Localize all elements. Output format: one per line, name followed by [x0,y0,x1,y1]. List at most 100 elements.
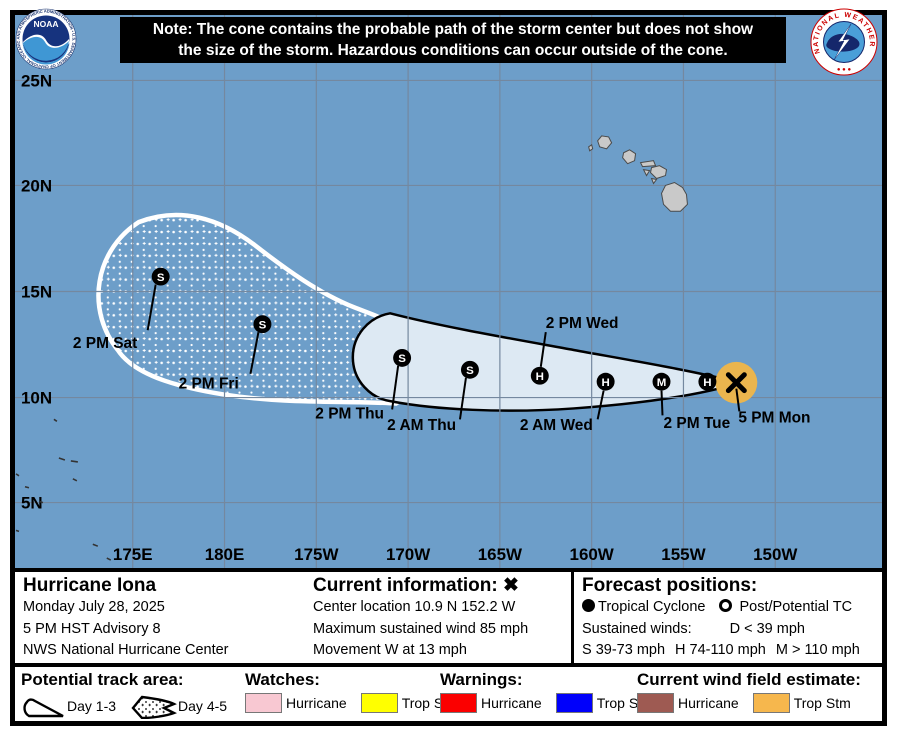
wind-range-d: D < 39 mph [729,620,805,637]
current-info-panel: Current information: ✖ Center location 1… [305,572,571,663]
day45-label: Day 4-5 [178,698,228,714]
lat-label-5N: 5N [21,494,43,513]
forecast-positions-panel: Forecast positions: Tropical Cyclone Pos… [571,572,882,663]
post-potential-label: Post/Potential TC [739,599,853,615]
storm-title: Hurricane Iona [23,575,157,596]
watches-title: Watches: [245,670,320,689]
svg-text:S: S [157,272,165,284]
wind-ranges-line: S 39-73 mph H 74-110 mph M > 110 mph [582,640,876,662]
current-time-label: 5 PM Mon [738,409,810,426]
svg-text:M: M [657,377,667,389]
storm-agency: NWS National Hurricane Center [23,642,229,658]
track-point-S [151,267,170,286]
storm-info-panel: Hurricane Iona Monday July 28, 2025 5 PM… [15,572,305,663]
hurricane-windfield-swatch [637,693,674,713]
time-label: 2 AM Thu [387,417,456,434]
warnings-title: Warnings: [440,670,523,689]
potential-track-legend: Potential track area: Day 1-3 [21,670,241,719]
track-point-M [652,372,671,391]
hurricane-watch-swatch [245,693,282,713]
lon-label-155W: 155W [661,545,705,564]
current-wind: Maximum sustained wind 85 mph [313,620,529,637]
track-point-S [253,315,272,334]
tropstm-windfield-label: Trop Stm [793,695,851,711]
nws-logo-stars: ● ● ● [837,67,852,73]
lon-label-160W: 160W [570,545,614,564]
svg-text:H: H [703,377,711,389]
svg-text:H: H [601,377,609,389]
lat-label-20N: 20N [21,176,52,195]
hurricane-windfield-label: Hurricane [678,695,739,711]
lat-label-10N: 10N [21,389,52,408]
lon-label-170W: 170W [386,545,430,564]
forecast-symbols-line: Tropical Cyclone Post/Potential TC [582,597,876,619]
current-position-x-icon [725,372,747,394]
lat-label-15N: 15N [21,282,52,301]
sustained-winds-label: Sustained winds: [582,620,692,637]
storm-advisory: 5 PM HST Advisory 8 [23,620,161,637]
track-point-H [698,372,717,391]
track-point-H [596,372,615,391]
watches-legend: Watches: Hurricane Trop Stm [245,670,473,713]
svg-text:S: S [259,319,267,331]
coordinate-labels: 25N 20N 15N 10N 5N 175E 180E 175W 170W 165W 160W 15… [21,71,797,564]
tropical-cyclone-icon [582,599,595,612]
time-label: 2 PM Tue [664,415,731,432]
forecast-title: Forecast positions: [582,575,758,596]
track-area-title: Potential track area: [21,670,184,689]
wind-range-h: H 74-110 mph [675,642,766,658]
lon-label-175E: 175E [113,545,153,564]
nws-logo-icon: NATIONAL WEATHER SERVICE ● ● ● [810,8,878,76]
cone-day13 [351,312,744,412]
track-point-S [393,348,412,367]
lon-label-180E: 180E [205,545,245,564]
lat-label-25N: 25N [21,71,52,90]
time-label: 2 PM Fri [179,376,239,393]
lon-label-175W: 175W [294,545,338,564]
time-label: 2 AM Wed [520,417,593,434]
note-banner: Note: The cone contains the probable pat… [120,17,786,63]
post-potential-tc-icon [719,599,733,612]
day45-cone-icon [131,695,178,719]
noaa-logo-text: NOAA [33,19,58,29]
wind-range-m: M > 110 mph [775,642,860,658]
note-line-2: the size of the storm. Hazardous conditi… [178,42,728,59]
tropstm-warning-swatch [555,693,593,713]
track-point-S [460,360,479,379]
time-label: 2 PM Sat [73,335,137,352]
hurricane-watch-label: Hurricane [286,695,347,711]
tropical-cyclone-label: Tropical Cyclone [598,599,706,615]
cone-day45 [96,212,420,406]
note-line-1: Note: The cone contains the probable pat… [152,21,754,38]
hurricane-warning-label: Hurricane [481,695,542,711]
time-label: 2 PM Wed [546,315,619,332]
storm-date: Monday July 28, 2025 [23,599,165,615]
current-location: Center location 10.9 N 152.2 W [313,599,516,615]
tropstm-watch-swatch [360,693,398,713]
time-label: 2 PM Thu [315,405,384,422]
lon-label-165W: 165W [478,545,522,564]
current-info-title: Current information: ✖ [313,575,519,596]
forecast-points: S S S S H H M H [151,267,747,394]
sustained-winds-line: Sustained winds: D < 39 mph [582,619,876,641]
current-movement: Movement W at 13 mph [313,642,467,658]
warnings-legend: Warnings: Hurricane Trop Stm [440,670,668,713]
svg-text:S: S [398,353,406,365]
info-row: Hurricane Iona Monday July 28, 2025 5 PM… [15,568,882,663]
track-point-H [530,366,549,385]
map-area: 25N 20N 15N 10N 5N 175E 180E 175W 170W 165W 160W 15… [15,15,882,568]
minor-island-specks [15,418,112,561]
svg-text:S: S [466,365,474,377]
noaa-logo-icon: NATIONAL OCEANIC AND ATMOSPHERIC ADMINIS… [15,8,77,70]
day13-label: Day 1-3 [67,698,117,714]
day13-cone-icon [23,698,64,718]
wind-field-legend: Current wind field estimate: Hurricane T… [637,670,865,713]
legend-row: Potential track area: Day 1-3 [15,663,882,721]
wind-field-title: Current wind field estimate: [637,670,861,689]
svg-text:H: H [536,371,544,383]
graphic-frame: 25N 20N 15N 10N 5N 175E 180E 175W 170W 165W 160W 15… [10,10,887,726]
wind-range-s: S 39-73 mph [582,642,666,658]
forecast-map: 25N 20N 15N 10N 5N 175E 180E 175W 170W 165W 160W 15… [15,15,882,568]
hawaiian-islands [588,135,688,212]
